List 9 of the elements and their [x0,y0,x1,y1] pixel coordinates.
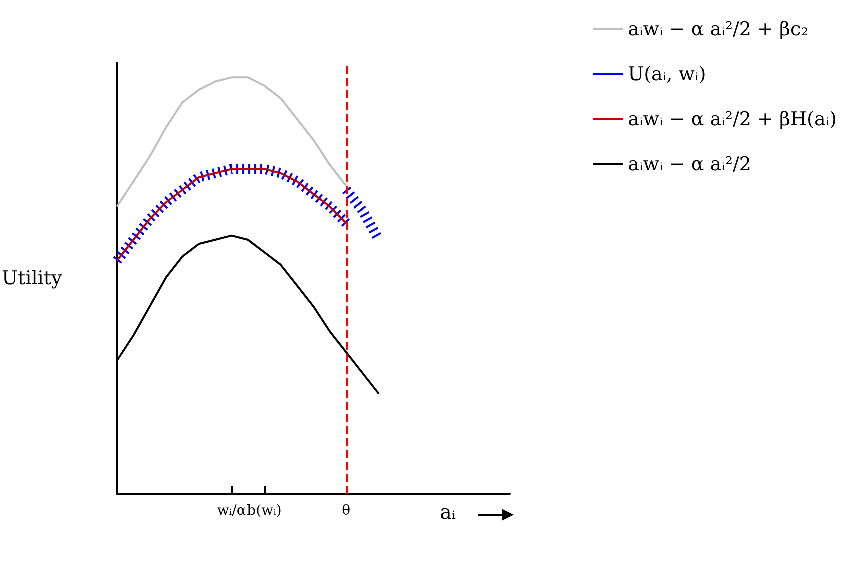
x-axis-title: aᵢ [440,500,456,524]
legend-label: aᵢwᵢ − α aᵢ²/2 + βc₂ [628,18,809,40]
legend-label: U(aᵢ, wᵢ) [628,64,706,86]
legend-label: aᵢwᵢ − α aᵢ²/2 [628,154,752,176]
legend-label: aᵢwᵢ − α aᵢ²/2 + βH(aᵢ) [628,108,837,130]
x-tick-label: wᵢ/α [217,503,247,519]
x-tick-label: b(wᵢ) [247,503,282,519]
y-axis-title: Utility [2,268,63,290]
x-tick-label: θ [342,503,351,519]
